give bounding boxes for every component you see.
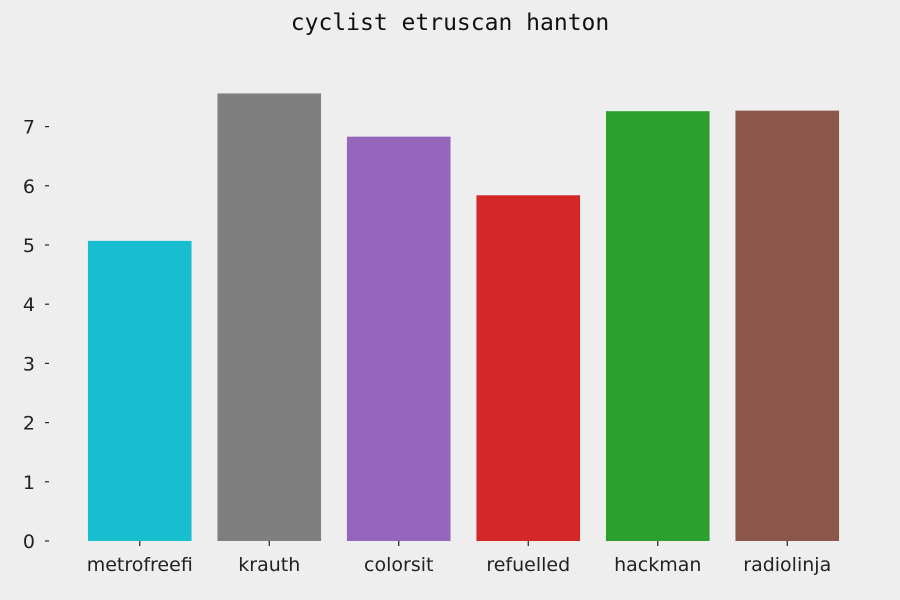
bar-krauth <box>217 93 322 541</box>
bar-hackman <box>605 111 710 542</box>
x-tick-label: metrofreefi <box>87 554 193 576</box>
bar-radiolinja <box>735 110 840 542</box>
chart-title: cyclist etruscan hanton <box>291 10 610 36</box>
y-tick-label: 3 <box>23 353 35 375</box>
y-tick-label: 5 <box>23 235 35 257</box>
y-tick-label: 2 <box>23 413 35 435</box>
x-tick-label: radiolinja <box>743 554 831 576</box>
bar-refuelled <box>476 195 581 541</box>
bar-colorsit <box>346 136 451 541</box>
y-tick-label: 7 <box>23 117 35 139</box>
y-tick-label: 4 <box>23 294 35 316</box>
y-tick-label: 0 <box>23 531 35 553</box>
x-tick-label: colorsit <box>364 554 433 576</box>
y-axis: 0 1 2 3 4 5 6 7 <box>23 117 49 553</box>
y-tick-label: 1 <box>23 472 35 494</box>
y-tick-label: 6 <box>23 176 35 198</box>
bar-metrofreefi <box>87 240 192 542</box>
x-tick-label: refuelled <box>486 554 570 576</box>
bars-group <box>87 93 840 542</box>
x-axis: metrofreefi krauth colorsit refuelled hackma… <box>87 541 831 576</box>
x-tick-label: krauth <box>238 554 300 576</box>
x-tick-label: hackman <box>614 554 701 576</box>
